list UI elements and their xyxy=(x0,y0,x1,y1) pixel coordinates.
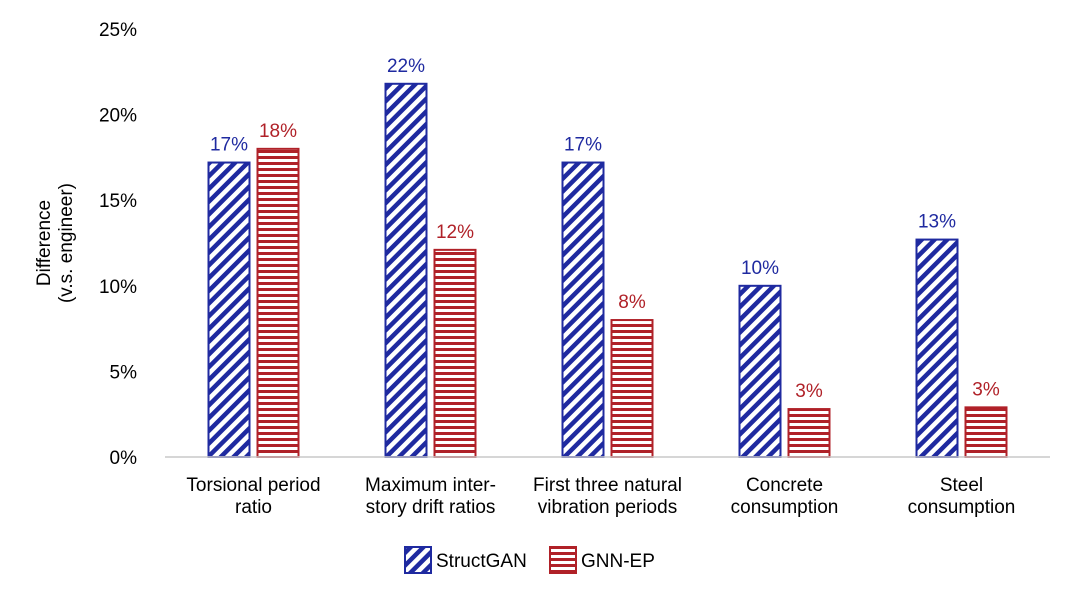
bar-gnn-ep xyxy=(433,248,477,458)
category-label-line: Maximum inter- xyxy=(365,475,496,496)
data-label: 10% xyxy=(741,258,779,279)
bar-gnn-ep xyxy=(964,406,1008,458)
y-axis-label-line: Difference xyxy=(34,200,55,286)
y-tick-label: 0% xyxy=(110,448,138,469)
data-label: 12% xyxy=(436,222,474,243)
data-label: 3% xyxy=(795,381,823,402)
y-tick-label: 20% xyxy=(99,106,137,127)
bar-structgan xyxy=(738,284,782,458)
category-label-line: Torsional period xyxy=(186,475,320,496)
y-axis-title: Difference(v.s. engineer) xyxy=(34,183,77,303)
category-label: Steel consumption xyxy=(908,475,1016,518)
data-label: 3% xyxy=(972,379,1000,400)
data-labels: 17% 18% 22% 12% 17% 8% 10% 3% 13% 3% xyxy=(210,56,1000,402)
category-label-line: ratio xyxy=(235,497,272,518)
bar-structgan xyxy=(384,82,428,458)
bar-structgan xyxy=(561,161,605,458)
category-label: First three natural vibration periods xyxy=(533,475,682,518)
category-label-line: Steel xyxy=(940,475,983,496)
y-tick-label: 5% xyxy=(110,362,138,383)
bars xyxy=(207,82,1008,459)
data-label: 8% xyxy=(618,292,646,313)
bar-gnn-ep xyxy=(256,147,300,458)
y-tick-label: 25% xyxy=(99,20,137,41)
y-axis-label: Difference(v.s. engineer) xyxy=(34,183,77,303)
bar-structgan xyxy=(915,238,959,458)
category-label-line: story drift ratios xyxy=(366,497,496,518)
legend-swatch xyxy=(404,546,432,574)
legend-swatch xyxy=(549,546,577,574)
data-label: 17% xyxy=(210,135,248,156)
data-label: 22% xyxy=(387,56,425,77)
bar-gnn-ep xyxy=(787,408,831,458)
legend-label: StructGAN xyxy=(436,551,527,572)
category-label-line: consumption xyxy=(731,497,839,518)
category-label: Maximum inter-story drift ratios xyxy=(365,475,496,518)
y-tick-label: 10% xyxy=(99,277,137,298)
category-label-line: vibration periods xyxy=(538,497,677,518)
bar-gnn-ep xyxy=(610,319,654,459)
category-label: Concrete consumption xyxy=(731,475,839,518)
y-tick-label: 15% xyxy=(99,191,137,212)
legend: StructGAN GNN-EP xyxy=(404,546,655,574)
data-label: 13% xyxy=(918,212,956,233)
y-axis-tick-labels: 0% 5% 10% 15% 20% 25% xyxy=(99,20,137,469)
category-label: Torsional period ratio xyxy=(186,475,320,518)
legend-label: GNN-EP xyxy=(581,551,655,572)
category-label-line: Concrete xyxy=(746,475,823,496)
category-label-line: First three natural xyxy=(533,475,682,496)
y-axis-label-line: (v.s. engineer) xyxy=(56,183,77,303)
bar-structgan xyxy=(207,161,251,458)
category-labels: Torsional period ratio Maximum inter-story… xyxy=(186,475,1015,518)
data-label: 17% xyxy=(564,135,602,156)
data-label: 18% xyxy=(259,121,297,142)
category-label-line: consumption xyxy=(908,497,1016,518)
